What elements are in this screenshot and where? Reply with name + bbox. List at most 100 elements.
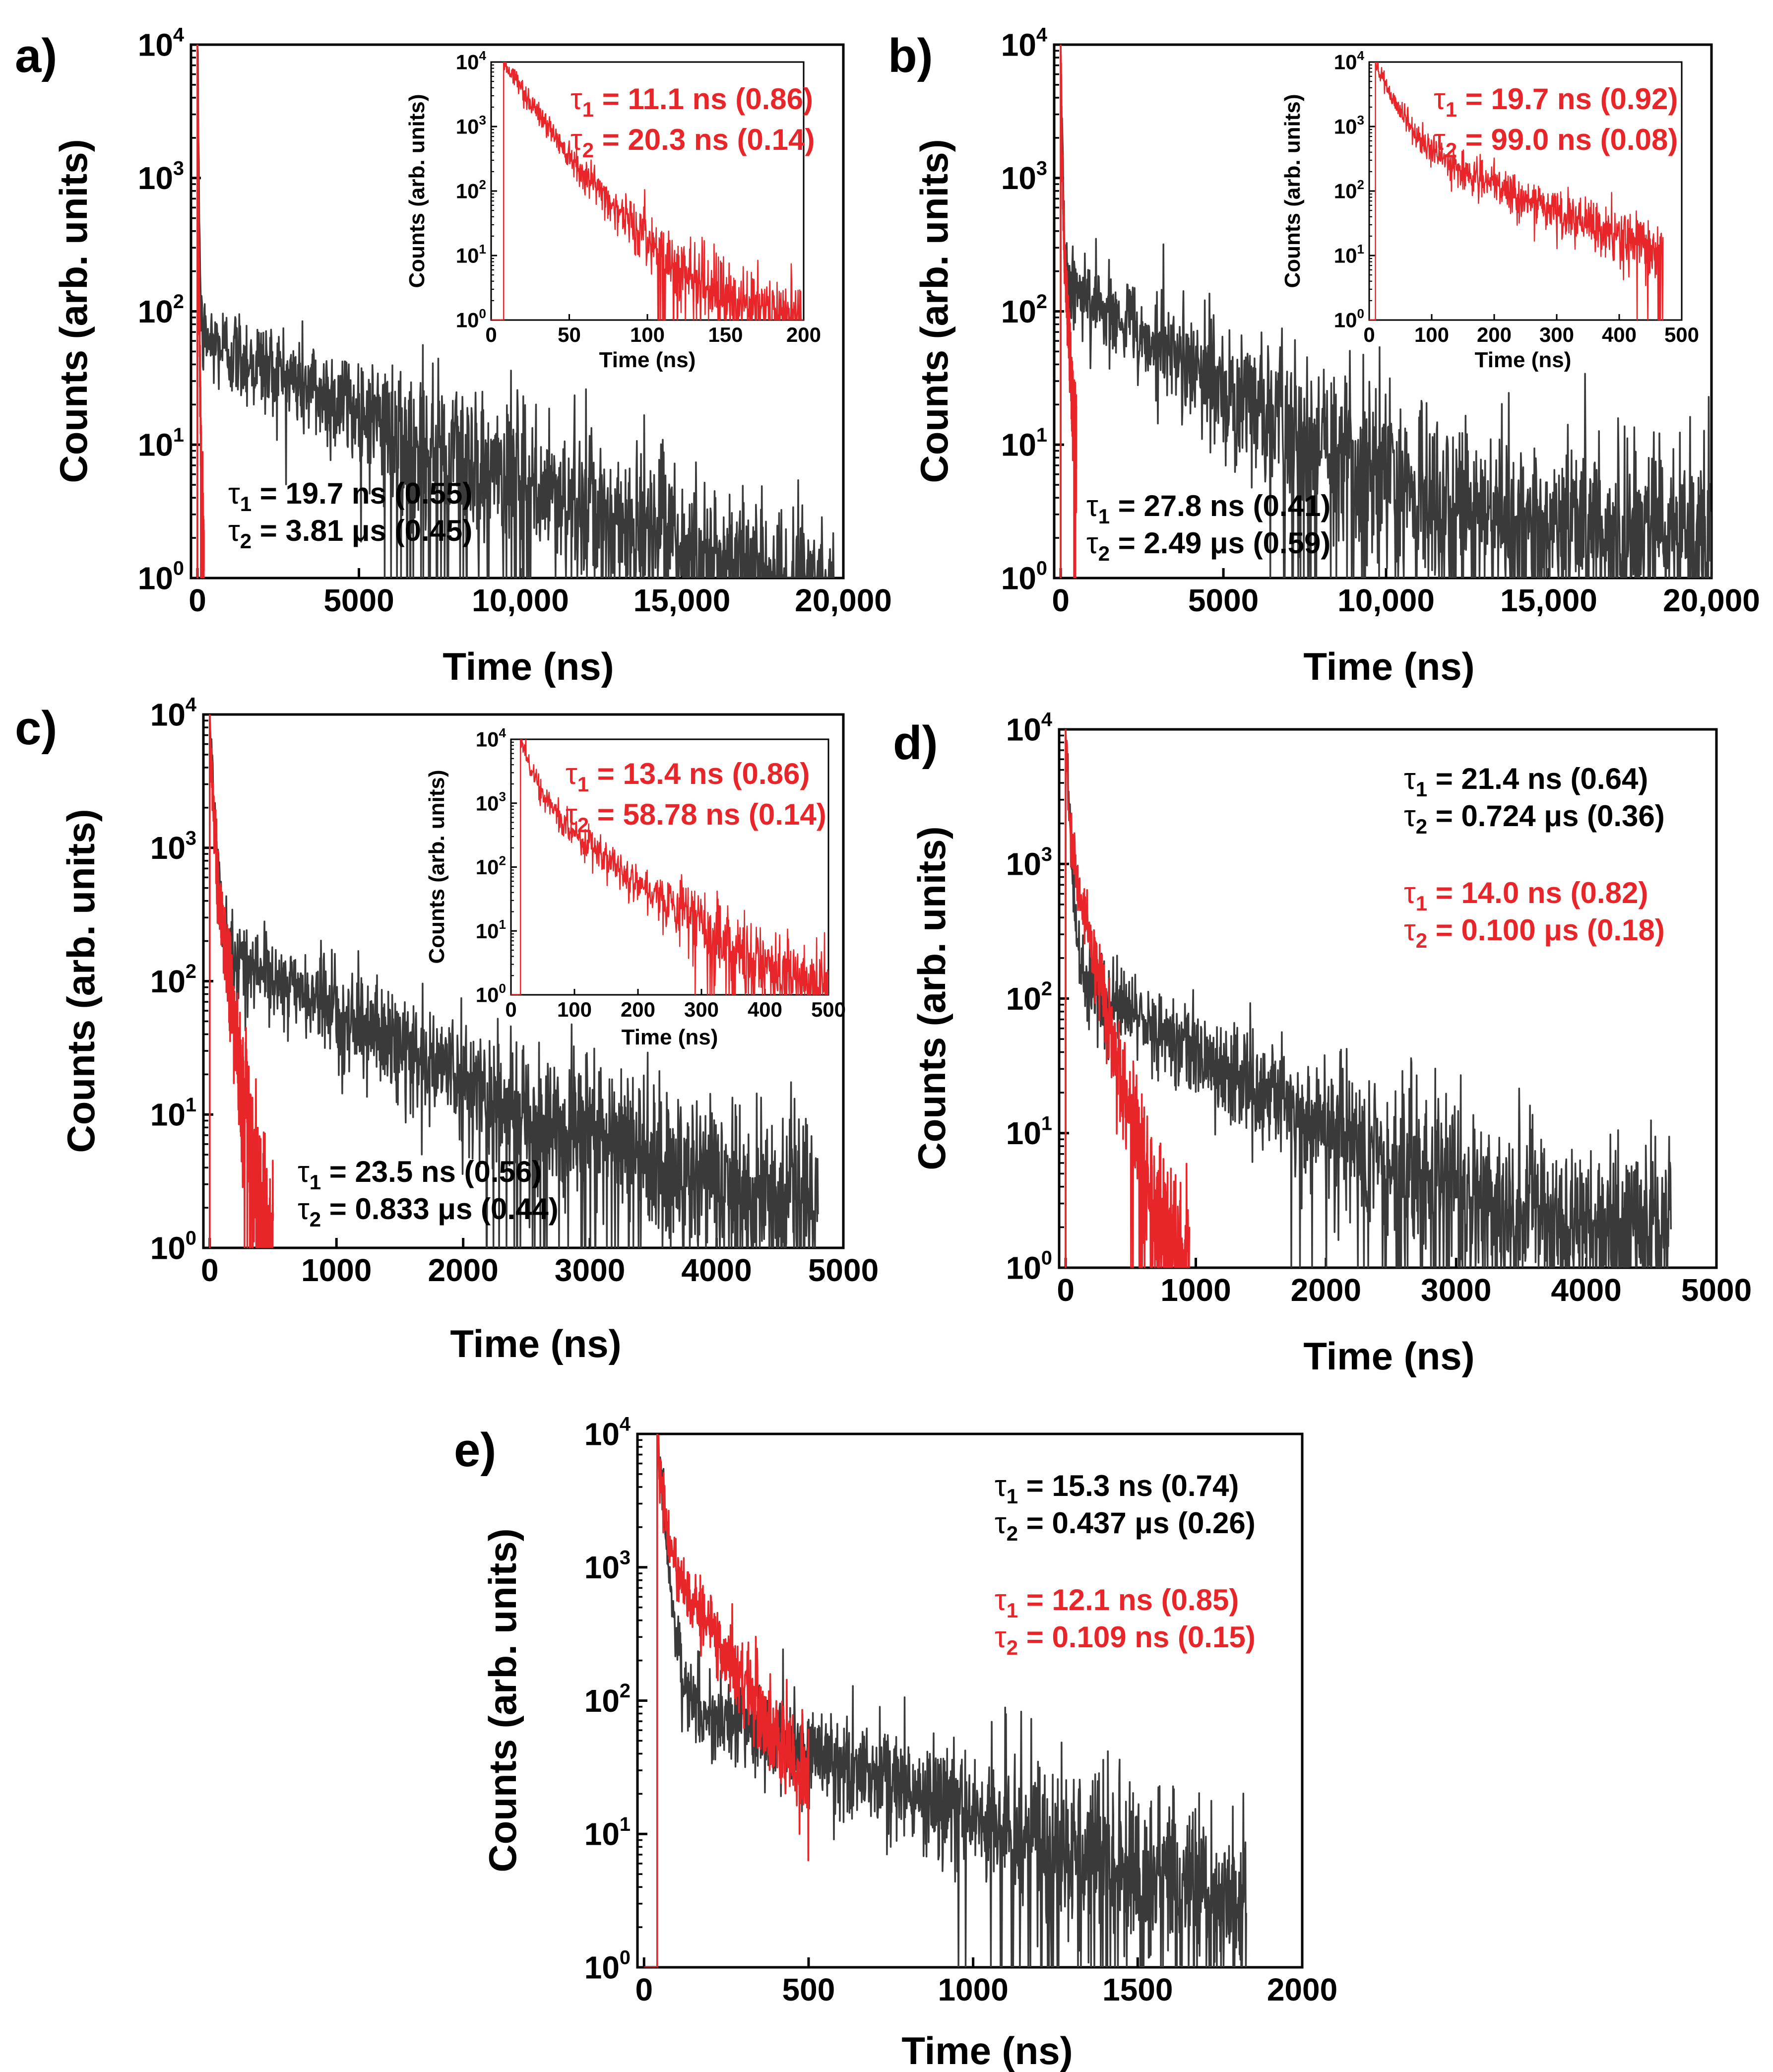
inset-series-red-line (491, 62, 804, 320)
x-tick-label: 4000 (681, 1252, 752, 1288)
inset-y-tick-label: 103 (476, 789, 506, 815)
y-axis-label: Counts (arb. units) (481, 1528, 524, 1872)
inset-x-tick-label: 300 (684, 998, 719, 1021)
inset-y-tick-label: 104 (476, 725, 507, 751)
inset-x-tick-label: 100 (1414, 323, 1449, 346)
inset-y-tick-label: 104 (456, 48, 487, 74)
x-tick-label: 15,000 (1500, 583, 1597, 618)
panel-e: e) 0 500 1000 1500 2000 100 101 102 103 104 Time (n… (454, 1414, 1337, 2072)
red-fit-tau1-label: τ1 = 12.1 ns (0.85) (995, 1583, 1239, 1622)
y-tick-label: 104 (1001, 24, 1047, 63)
panel-label: d) (893, 716, 938, 770)
y-tick-label: 101 (138, 424, 184, 463)
x-tick-label: 10,000 (472, 583, 569, 618)
data-layer (644, 1434, 1247, 1967)
y-tick-label: 100 (138, 558, 184, 596)
x-tick-label: 5000 (1188, 583, 1259, 618)
inset-x-axis-label: Time (ns) (622, 1025, 718, 1049)
black-fit-tau1-label: τ1 = 21.4 ns (0.64) (1404, 762, 1648, 801)
inset-red-fit-tau2-label: τ2 = 20.3 ns (0.14) (570, 123, 815, 162)
x-tick-label: 1000 (301, 1252, 372, 1288)
inset-x-tick-label: 0 (1363, 323, 1375, 346)
inset-red-fit-tau1-label: τ1 = 19.7 ns (0.92) (1434, 82, 1678, 121)
black-fit-tau1-label: τ1 = 19.7 ns (0.55) (228, 477, 472, 516)
black-fit-tau2-label: τ2 = 2.49 μs (0.59) (1086, 526, 1330, 565)
panel-d: d) 0 1000 2000 3000 4000 5000 100 101 102 103 104 Ti… (893, 709, 1752, 1378)
y-tick-label: 104 (1006, 709, 1052, 748)
y-tick-label: 103 (138, 157, 184, 196)
black-fit-tau1-label: τ1 = 23.5 ns (0.56) (298, 1155, 542, 1194)
red-fit-tau1-label: τ1 = 14.0 ns (0.82) (1404, 876, 1648, 915)
inset-y-tick-label: 102 (476, 853, 506, 879)
inset-red-fit-tau1-label: τ1 = 13.4 ns (0.86) (566, 757, 810, 796)
y-tick-label: 102 (584, 1680, 631, 1719)
panel-label: b) (888, 29, 933, 82)
panel-c: c)0 1000 2000 3000 4000 5000100101102103104Ti… (15, 694, 879, 1365)
inset-x-tick-label: 500 (1664, 323, 1699, 346)
x-tick-label: 500 (782, 1972, 835, 2007)
y-tick-label: 102 (1001, 291, 1047, 329)
black-fit-tau2-label: τ2 = 0.437 μs (0.26) (995, 1506, 1256, 1545)
red-fit-tau2-label: τ2 = 0.100 μs (0.18) (1404, 913, 1665, 952)
black-fit-tau1-label: τ1 = 27.8 ns (0.41) (1086, 489, 1330, 528)
inset-x-axis-label: Time (ns) (599, 348, 696, 372)
inset-y-tick-label: 103 (456, 113, 486, 138)
inset-y-tick-label: 100 (456, 306, 486, 332)
inset-x-tick-label: 400 (1602, 323, 1637, 346)
inset-y-tick-label: 102 (1334, 177, 1364, 203)
inset-x-tick-label: 0 (485, 323, 497, 346)
series-black-line (1065, 729, 1672, 1268)
x-tick-label: 1000 (938, 1972, 1008, 2007)
inset-x-tick-label: 0 (505, 998, 516, 1021)
inset-data-layer (491, 62, 804, 320)
inset-x-axis-label: Time (ns) (1475, 348, 1572, 372)
panel-a: a) 0 5000 10,000 15,000 20,000 100 101 102 103 104… (15, 24, 892, 688)
y-tick-label: 100 (584, 1947, 631, 1986)
inset-data-layer (1369, 62, 1664, 320)
red-fit-tau2-label: τ2 = 0.109 ns (0.15) (995, 1620, 1256, 1659)
inset-red-fit-tau2-label: τ2 = 58.78 ns (0.14) (566, 798, 826, 837)
inset-chart: 0 50 100 150 200 100 101 102 103 104 Time (ns) Coun… (405, 48, 821, 372)
x-axis-label: Time (ns) (1303, 1334, 1474, 1378)
y-tick-label: 103 (584, 1547, 631, 1585)
inset-x-tick-label: 200 (1477, 323, 1512, 346)
inset-y-tick-label: 104 (1334, 48, 1365, 74)
x-tick-label: 0 (201, 1252, 219, 1288)
inset-data-layer (511, 739, 828, 995)
data-layer (196, 45, 835, 578)
panel-label: c) (15, 702, 57, 755)
x-tick-label: 0 (1057, 1272, 1075, 1308)
inset-y-axis-label: Counts (arb. units) (1280, 94, 1305, 288)
inset-x-tick-label: 500 (811, 998, 846, 1021)
x-tick-label: 3000 (555, 1252, 625, 1288)
x-tick-label: 10,000 (1337, 583, 1435, 618)
inset-x-tick-label: 50 (558, 323, 581, 346)
x-tick-label: 2000 (1267, 1972, 1337, 2007)
x-tick-label: 5000 (323, 583, 394, 618)
black-fit-tau1-label: τ1 = 15.3 ns (0.74) (995, 1469, 1239, 1508)
inset-x-tick-label: 300 (1539, 323, 1574, 346)
inset-y-axis-label: Counts (arb. units) (405, 94, 429, 288)
data-layer (209, 714, 819, 1248)
x-tick-label: 1000 (1160, 1272, 1231, 1308)
panel-label: a) (15, 29, 57, 82)
x-axis-label: Time (ns) (450, 1322, 621, 1365)
inset-y-tick-label: 101 (1334, 242, 1364, 267)
y-tick-label: 104 (150, 694, 196, 733)
inset-y-tick-label: 100 (1334, 306, 1364, 332)
x-tick-label: 2000 (428, 1252, 498, 1288)
x-tick-label: 1500 (1102, 1972, 1173, 2007)
y-tick-label: 101 (584, 1813, 631, 1852)
y-axis-label: Counts (arb. units) (912, 139, 956, 483)
y-tick-label: 100 (1001, 558, 1047, 596)
y-tick-label: 100 (150, 1228, 196, 1266)
x-axis-label: Time (ns) (1303, 645, 1474, 688)
black-fit-tau2-label: τ2 = 0.833 μs (0.44) (298, 1192, 559, 1231)
black-fit-tau2-label: τ2 = 0.724 μs (0.36) (1404, 799, 1665, 838)
y-tick-label: 101 (150, 1094, 196, 1133)
y-axis-label: Counts (arb. units) (52, 139, 95, 483)
inset-x-tick-label: 200 (786, 323, 821, 346)
data-layer (1060, 45, 1711, 578)
y-axis-label: Counts (arb. units) (910, 826, 953, 1170)
